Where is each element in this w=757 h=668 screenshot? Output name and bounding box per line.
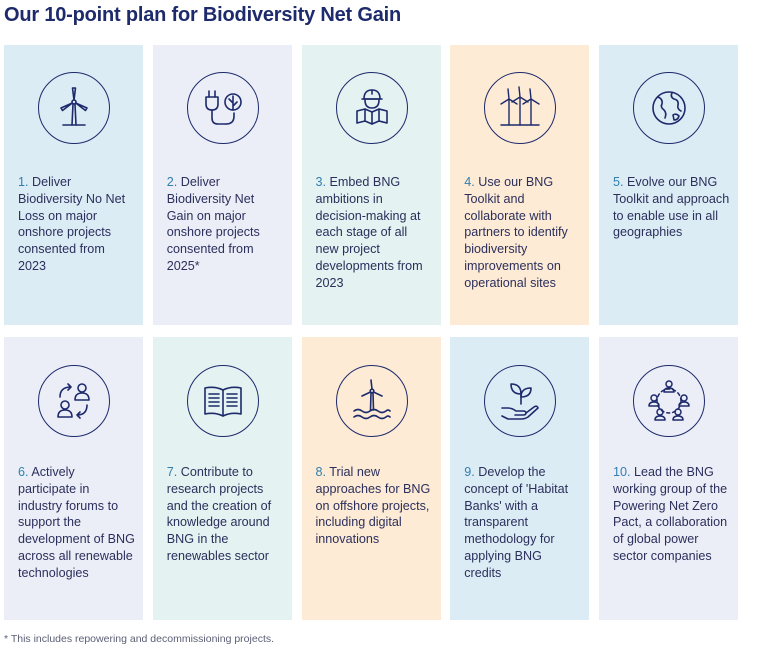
plan-card-8: 8. Trial new approaches for BNG on offsh…: [301, 337, 441, 620]
plan-card-text: 2. Deliver Biodiversity Net Gain on majo…: [167, 174, 284, 275]
plan-card-2: 2. Deliver Biodiversity Net Gain on majo…: [152, 45, 292, 325]
page-title: Our 10-point plan for Biodiversity Net G…: [4, 4, 402, 26]
plan-card-description: Deliver Biodiversity No Net Loss on majo…: [18, 175, 126, 273]
plan-card-number: 2.: [166, 175, 178, 189]
people-exchange-icon: [38, 365, 110, 437]
plan-card-5: 5. Evolve our BNG Toolkit and approach t…: [599, 45, 738, 325]
plan-card-text: 1. Deliver Biodiversity No Net Loss on m…: [18, 174, 135, 275]
plan-card-number: 4.: [464, 175, 475, 189]
plan-card-3: 3. Embed BNG ambitions in decision-makin…: [301, 45, 441, 325]
plan-card-1: 1. Deliver Biodiversity No Net Loss on m…: [4, 45, 143, 325]
plan-card-number: 5.: [613, 175, 624, 189]
open-book-icon: [186, 365, 259, 437]
plan-card-number: 6.: [18, 465, 29, 479]
plan-card-description: Embed BNG ambitions in decision-making a…: [315, 175, 423, 290]
plan-grid: 1. Deliver Biodiversity No Net Loss on m…: [4, 45, 738, 620]
plan-card-number: 7.: [166, 465, 178, 479]
plug-leaf-icon: [186, 72, 259, 144]
globe-icon: [633, 72, 705, 144]
wind-farm-icon: [484, 72, 557, 144]
engineer-plans-icon: [335, 72, 408, 144]
plan-card-number: 8.: [315, 465, 327, 479]
hand-seedling-icon: [484, 365, 557, 437]
plan-card-text: 9. Develop the concept of 'Habitat Banks…: [464, 464, 581, 582]
plan-card-description: Trial new approaches for BNG on offshore…: [315, 465, 431, 547]
plan-card-text: 8. Trial new approaches for BNG on offsh…: [316, 464, 433, 548]
wind-turbine-icon: [38, 72, 110, 144]
plan-card-10: 10. Lead the BNG working group of the Po…: [599, 337, 738, 620]
plan-card-text: 4. Use our BNG Toolkit and collaborate w…: [464, 174, 581, 292]
plan-card-number: 9.: [464, 465, 475, 479]
plan-card-7: 7. Contribute to research projects and t…: [152, 337, 292, 620]
plan-card-9: 9. Develop the concept of 'Habitat Banks…: [450, 337, 590, 620]
offshore-turbine-icon: [335, 365, 408, 437]
plan-card-text: 7. Contribute to research projects and t…: [167, 464, 284, 565]
plan-card-description: Lead the BNG working group of the Poweri…: [613, 465, 728, 563]
footnote: * This includes repowering and decommiss…: [4, 633, 275, 645]
plan-card-text: 3. Embed BNG ambitions in decision-makin…: [316, 174, 433, 292]
group-network-icon: [633, 365, 705, 437]
plan-card-text: 10. Lead the BNG working group of the Po…: [613, 464, 730, 565]
plan-card-number: 1.: [18, 175, 29, 189]
plan-card-description: Contribute to research projects and the …: [166, 465, 272, 563]
plan-card-number: 10.: [613, 465, 631, 479]
plan-card-text: 5. Evolve our BNG Toolkit and approach t…: [613, 174, 730, 241]
plan-card-description: Actively participate in industry forums …: [18, 465, 135, 580]
plan-card-number: 3.: [315, 175, 327, 189]
plan-card-description: Deliver Biodiversity Net Gain on major o…: [166, 175, 260, 273]
plan-card-text: 6. Actively participate in industry foru…: [18, 464, 135, 582]
plan-card-description: Use our BNG Toolkit and collaborate with…: [464, 175, 568, 290]
plan-card-description: Develop the concept of 'Habitat Banks' w…: [464, 465, 569, 580]
plan-card-4: 4. Use our BNG Toolkit and collaborate w…: [450, 45, 590, 325]
plan-card-description: Evolve our BNG Toolkit and approach to e…: [613, 175, 730, 240]
plan-card-6: 6. Actively participate in industry foru…: [4, 337, 143, 620]
